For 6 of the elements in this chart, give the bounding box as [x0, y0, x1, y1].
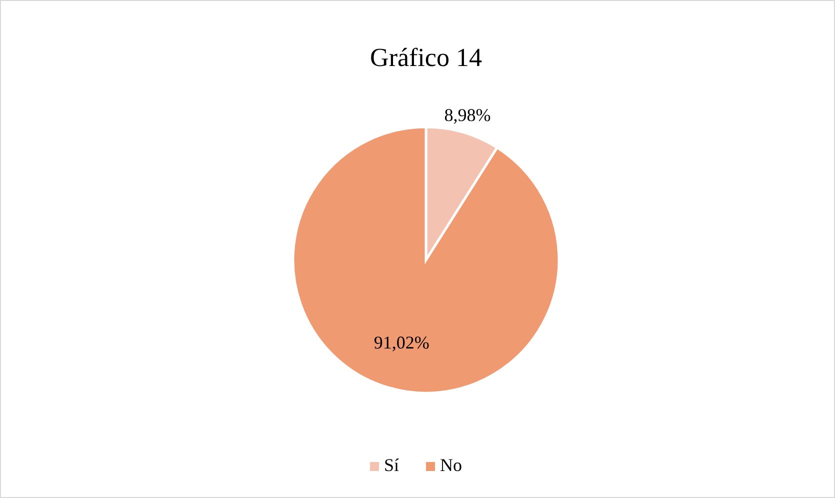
- legend-label: No: [440, 455, 462, 476]
- legend-label: Sí: [384, 455, 400, 476]
- data-label: 8,98%: [444, 105, 491, 126]
- chart-title: Gráfico 14: [370, 43, 482, 72]
- data-label: 91,02%: [374, 332, 430, 352]
- pie-slice: [292, 126, 560, 394]
